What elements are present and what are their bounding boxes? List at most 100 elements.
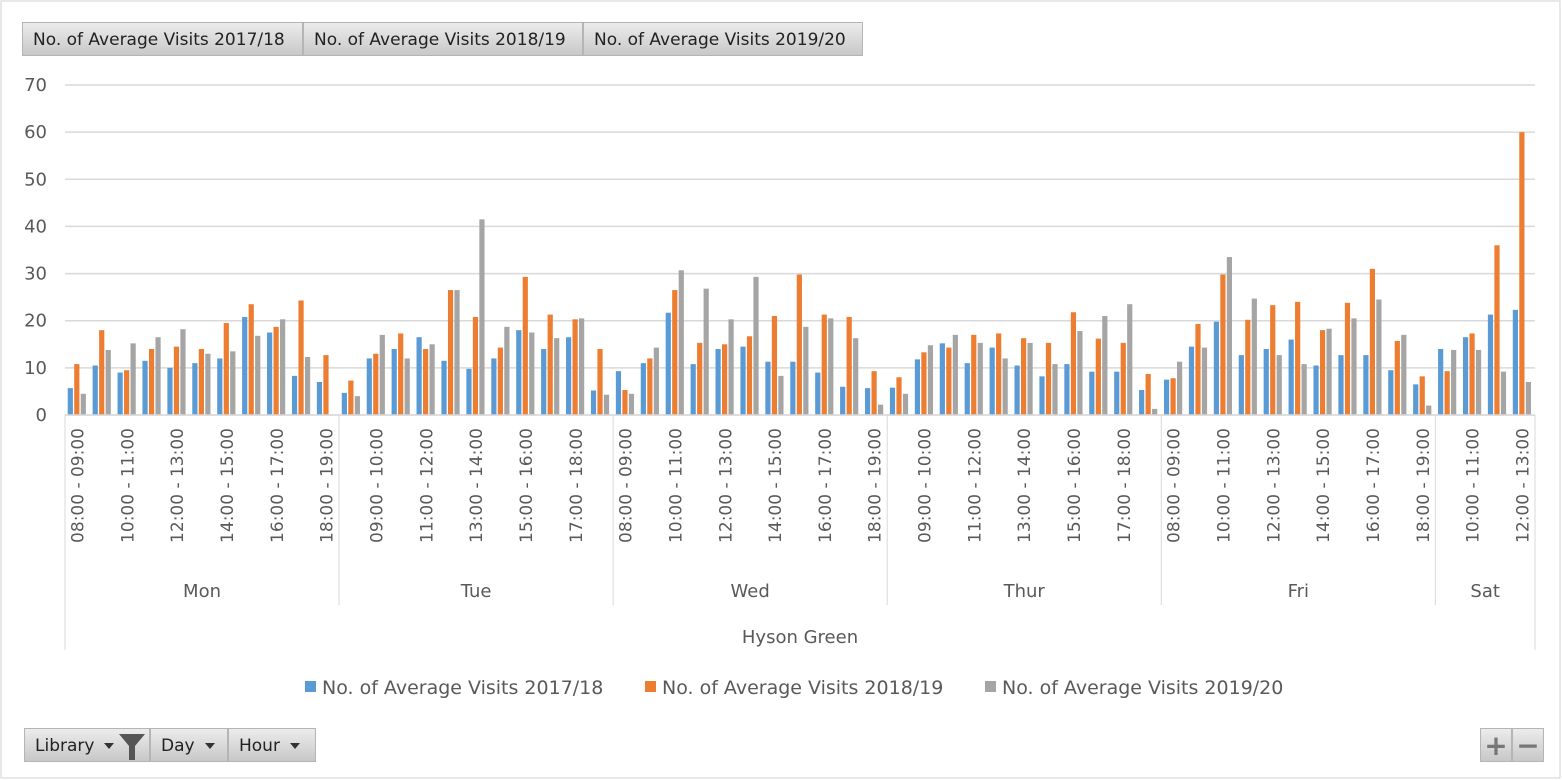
- x-tick-label: 12:00 - 13:00: [1264, 428, 1284, 543]
- bar: [778, 375, 784, 415]
- day-label: Tue: [460, 581, 492, 602]
- bar: [1002, 358, 1008, 415]
- bar: [1064, 364, 1070, 415]
- bar: [815, 372, 821, 415]
- series-button[interactable]: No. of Average Visits 2017/18: [22, 22, 303, 56]
- bar: [180, 329, 186, 415]
- bar: [1295, 301, 1301, 415]
- bar: [404, 358, 410, 415]
- bar: [877, 404, 884, 415]
- bar: [1127, 304, 1133, 415]
- library-button[interactable]: Library: [24, 728, 150, 762]
- bar: [1176, 361, 1183, 415]
- bar: [678, 270, 684, 415]
- bar: [416, 337, 422, 415]
- dropdown-arrow: [204, 743, 215, 749]
- collapse-button[interactable]: −: [1512, 728, 1544, 762]
- library-label: Hyson Green: [742, 627, 858, 648]
- bar: [790, 361, 796, 415]
- button-label: Hour: [239, 736, 280, 756]
- bar: [554, 338, 560, 415]
- x-tick-label: 12:00 - 13:00: [168, 428, 188, 543]
- bar: [1152, 408, 1158, 415]
- bar: [989, 347, 995, 415]
- bar: [541, 349, 547, 415]
- series-button[interactable]: No. of Average Visits 2018/19: [303, 22, 583, 56]
- bar: [117, 372, 123, 415]
- bar: [547, 314, 553, 415]
- day-button[interactable]: Day: [150, 728, 228, 762]
- bar: [846, 316, 852, 415]
- bar: [579, 318, 585, 415]
- bar: [1089, 371, 1095, 415]
- bar: [504, 326, 510, 415]
- bar: [1512, 309, 1518, 415]
- bar: [1487, 314, 1494, 415]
- y-tick-label: 40: [24, 216, 47, 237]
- bar: [977, 342, 983, 415]
- bar: [1163, 379, 1170, 415]
- bar: [1301, 364, 1307, 415]
- x-tick-label: 13:00 - 14:00: [467, 428, 487, 543]
- bar: [871, 371, 877, 415]
- legend-label: No. of Average Visits 2017/18: [322, 677, 603, 699]
- x-tick-label: 14:00 - 15:00: [1314, 428, 1334, 543]
- bar: [1475, 349, 1482, 415]
- bar: [1251, 298, 1257, 415]
- x-tick-label: 10:00 - 11:00: [666, 428, 686, 543]
- x-tick-label: 17:00 - 18:00: [1115, 428, 1135, 543]
- bar: [1369, 268, 1376, 415]
- button-label: Library: [35, 736, 95, 756]
- x-tick-label: 10:00 - 11:00: [1215, 428, 1235, 543]
- bar: [1014, 365, 1020, 415]
- expand-button[interactable]: +: [1480, 728, 1512, 762]
- bar: [864, 388, 871, 415]
- x-tick-label: 10:00 - 11:00: [1464, 428, 1484, 543]
- bar: [946, 347, 952, 415]
- bar: [1319, 330, 1326, 415]
- bar: [640, 363, 646, 415]
- bar: [1270, 305, 1276, 415]
- bar: [316, 382, 323, 415]
- bar: [1444, 371, 1450, 415]
- bar: [1525, 382, 1531, 415]
- bar: [223, 323, 229, 415]
- x-tick-label: 15:00 - 16:00: [517, 428, 537, 543]
- bar: [230, 351, 236, 415]
- bar: [1413, 384, 1419, 415]
- bar: [964, 363, 970, 415]
- x-tick-label: 18:00 - 19:00: [1414, 428, 1434, 543]
- bar: [590, 390, 597, 415]
- bar: [491, 358, 497, 415]
- bar: [522, 276, 528, 415]
- bar: [1238, 355, 1244, 415]
- bar: [255, 335, 261, 415]
- bar: [429, 344, 435, 415]
- bar: [697, 342, 703, 415]
- bar: [130, 343, 136, 415]
- bar: [99, 330, 105, 415]
- bar: [1077, 331, 1083, 415]
- bar: [267, 332, 273, 415]
- hour-button[interactable]: Hour: [228, 728, 316, 762]
- bar: [1263, 349, 1269, 415]
- bar: [92, 365, 98, 415]
- y-tick-label: 70: [24, 75, 47, 96]
- bar: [198, 349, 204, 415]
- series-button[interactable]: No. of Average Visits 2019/20: [583, 22, 863, 56]
- legend-label: No. of Average Visits 2019/20: [1002, 677, 1283, 699]
- bar: [1438, 349, 1444, 415]
- bar: [921, 352, 927, 415]
- bar: [914, 359, 921, 415]
- bar: [1170, 378, 1176, 415]
- bar: [1039, 376, 1045, 415]
- legend-swatch: [305, 681, 316, 692]
- x-tick-label: 12:00 - 13:00: [716, 428, 736, 543]
- y-tick-label: 60: [24, 122, 47, 143]
- bar: [1376, 299, 1382, 415]
- dropdown-arrow: [104, 743, 115, 749]
- x-tick-label: 09:00 - 10:00: [367, 428, 387, 543]
- bar: [703, 288, 709, 415]
- bar: [1419, 376, 1425, 415]
- bar: [1139, 390, 1145, 415]
